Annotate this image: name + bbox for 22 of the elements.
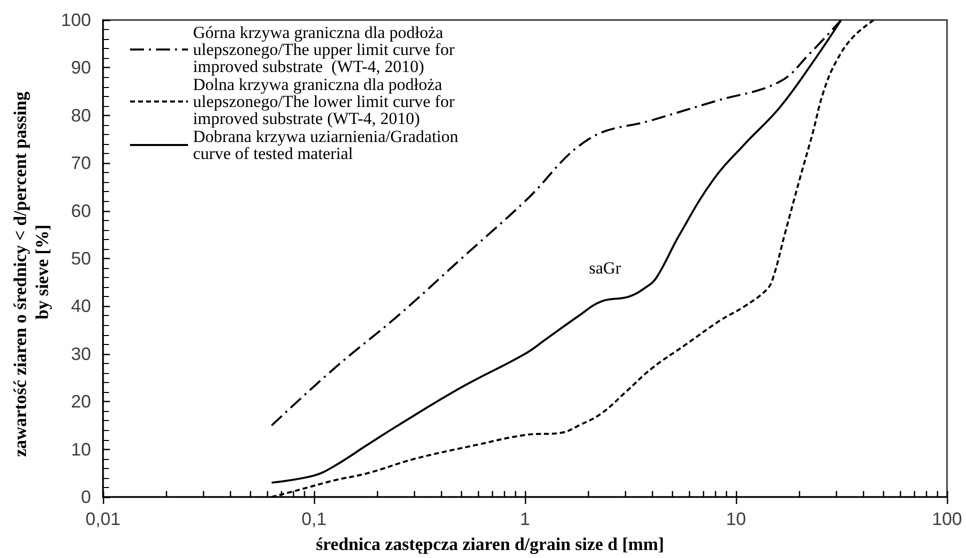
x-tick-label: 100 (932, 509, 962, 529)
y-tick-label: 60 (70, 200, 91, 221)
x-tick-label: 0,1 (301, 509, 327, 529)
y-tick-label: 30 (70, 344, 91, 364)
y-tick-label: 70 (70, 153, 91, 174)
y-axis-title: zawartość ziaren o średnicy < d/percent passing by sieve [%] (10, 87, 52, 457)
legend-label: Górna krzywa graniczna dla podłoża ulepszonego/The upper limit curve for improved substrate (WT-4, 2010) (193, 23, 459, 76)
x-tick-label: 0,01 (85, 509, 121, 529)
y-tick-label: 20 (70, 392, 91, 412)
legend-label: Dobrana krzywa uziarnienia/Gradation curve of tested material (193, 127, 463, 163)
x-tick-label: 1 (520, 509, 530, 529)
annotation: saGr (588, 258, 622, 278)
y-tick-label: 80 (70, 105, 91, 126)
x-axis-title: średnica zastępcza ziaren d/grain size d [mm] (316, 534, 664, 554)
legend-label: Dolna krzywa graniczna dla podłoża ulepszonego/The lower limit curve for improved substrate (WT-4, 2010) (193, 75, 459, 128)
y-tick-label: 0 (80, 487, 91, 507)
y-tick-label: 100 (60, 10, 91, 30)
y-tick-label: 90 (70, 58, 91, 78)
y-tick-label: 50 (70, 248, 91, 268)
x-tick-label: 10 (726, 509, 746, 529)
y-tick-label: 10 (70, 439, 91, 460)
y-tick-label: 40 (70, 296, 91, 316)
